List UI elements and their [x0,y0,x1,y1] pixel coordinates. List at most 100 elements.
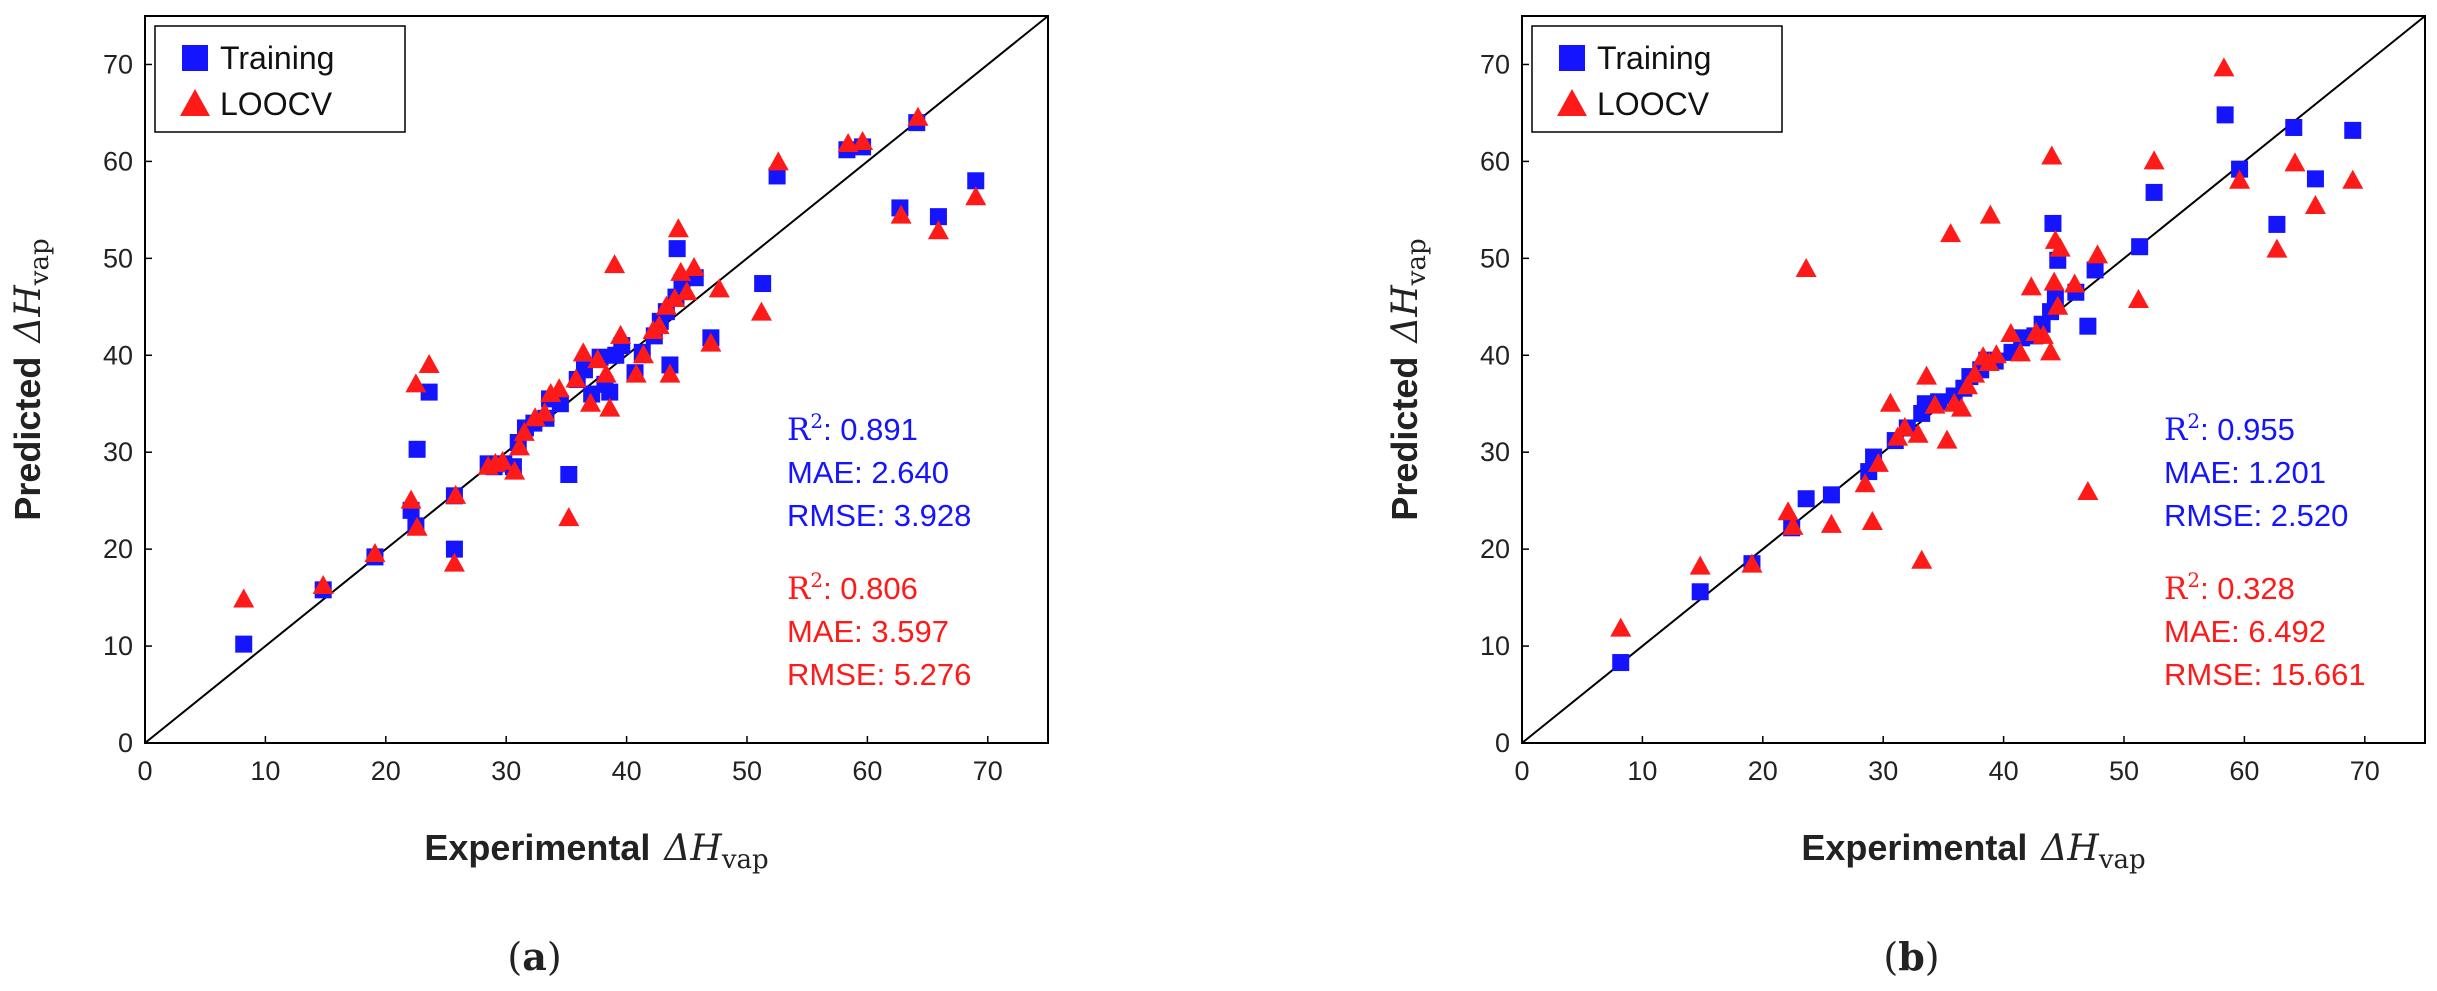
legend: Training LOOCV [1531,25,1783,133]
y-tick-label: 60 [1480,146,1510,176]
loocv-point [1879,392,1901,412]
training-point [2013,329,2031,347]
x-tick-label: 60 [2229,756,2259,786]
panel-caption-letter: b [1898,934,1925,979]
training-point [2216,106,2234,124]
legend-marker-square [182,45,208,71]
r2-text: R2: 0.891 [787,409,918,448]
training-point [2231,160,2249,178]
loocv-point [572,342,594,362]
y-tick-label: 70 [1480,49,1510,79]
plot-frame [1521,15,2426,744]
y-axis-label-symbol: ΔH [1385,285,1426,345]
loocv-point [837,132,859,152]
panel-caption-close: ) [1925,935,1940,979]
loocv-point [965,186,987,206]
y-tick-label: 50 [103,243,133,273]
loocv-point [504,460,526,480]
rmse-text: RMSE: 2.520 [2164,498,2348,533]
loocv-point [2041,145,2063,165]
panel-caption-close: ) [547,935,562,979]
loocv-point [540,383,562,403]
loocv-point [2077,480,2099,500]
training-point [967,172,985,190]
loocv-point [1777,501,1799,521]
loocv-point [599,397,621,417]
loocv-point [443,552,465,572]
training-point [2344,121,2362,139]
series-loocv [233,106,987,608]
r2-value: : 0.891 [823,412,918,447]
training-point [420,383,438,401]
training-point [1797,490,1815,508]
training-point [2285,118,2303,136]
y-tick-label: 30 [1480,437,1510,467]
training-point [2145,183,2163,201]
loocv-point [2032,324,2054,344]
loocv-point [667,218,689,238]
loocv-point [233,588,255,608]
loocv-point [2127,289,2149,309]
r2-symbol: R [2164,571,2189,607]
loocv-point [364,542,386,562]
x-tick-label: 70 [973,756,1003,786]
loocv-point [418,353,440,373]
training-point [408,440,426,458]
x-tick-label: 40 [1989,756,2019,786]
r2-text: R2: 0.328 [2164,568,2295,607]
panel-caption-open: ( [507,935,522,979]
y-tick-label: 70 [103,49,133,79]
loocv-point [632,344,654,364]
loocv-point [1867,452,1889,472]
training-point [929,208,947,226]
x-axis-label-symbol: ΔH [2039,828,2099,869]
y-tick-label: 20 [1480,534,1510,564]
loocv-point [1820,513,1842,533]
loocv-point [406,516,428,536]
mae-text: MAE: 3.597 [787,614,949,649]
loocv-point [579,392,601,412]
loocv-point [2304,194,2326,214]
y-tick-label: 50 [1480,243,1510,273]
y-axis-label-symbol: ΔH [8,285,49,345]
loocv-point [1741,553,1763,573]
x-axis-label-subscript: vap [721,845,769,875]
training-point [235,635,253,653]
training-point [1612,654,1630,672]
metrics-block: R2: 0.328 MAE: 6.492 RMSE: 15.661 [2164,568,2366,692]
x-tick-label: 10 [1627,756,1657,786]
x-tick-label: 10 [250,756,280,786]
x-axis-label-subscript: vap [2098,845,2146,875]
r2-value: : 0.328 [2200,571,2295,606]
loocv-point [2040,341,2062,361]
loocv-point [1782,515,1804,535]
loocv-point [2087,244,2109,264]
series-loocv [1610,57,2364,637]
training-point [754,275,772,293]
metrics-block: R2: 0.891 MAE: 2.640 RMSE: 3.928 [787,409,971,533]
loocv-point [1916,365,1938,385]
training-point [560,465,578,483]
x-tick-label: 20 [371,756,401,786]
y-tick-label: 10 [1480,631,1510,661]
x-tick-label: 30 [1868,756,1898,786]
r2-symbol: R [2164,412,2189,448]
loocv-point [2049,237,2071,257]
loocv-point [1887,426,1909,446]
loocv-point [2342,169,2364,189]
legend-marker-square [1559,45,1585,71]
loocv-point [2213,57,2235,77]
loocv-point [890,204,912,224]
loocv-point [595,363,617,383]
legend-label: Training [220,40,334,76]
y-tick-label: 10 [103,631,133,661]
metrics-block: R2: 0.955 MAE: 1.201 RMSE: 2.520 [2164,409,2348,533]
loocv-point [927,220,949,240]
r2-text: R2: 0.806 [787,568,918,607]
loocv-point [1795,257,1817,277]
y-axis-label-subscript: vap [25,238,55,286]
training-point [2268,215,2286,233]
loocv-point [767,151,789,171]
training-point [2079,317,2097,335]
